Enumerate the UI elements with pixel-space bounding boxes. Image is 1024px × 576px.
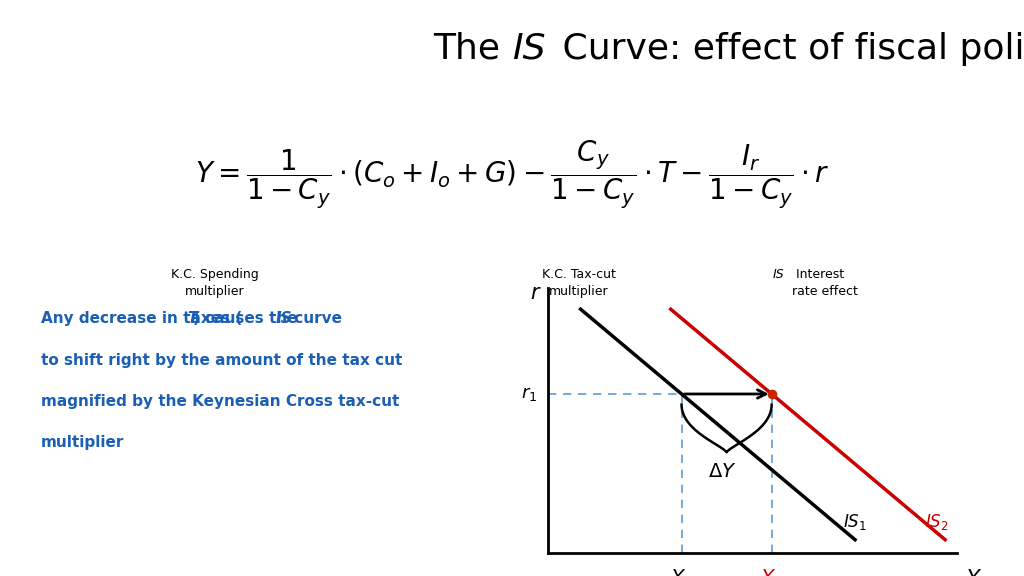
- Text: Interest
rate effect: Interest rate effect: [792, 268, 857, 298]
- Text: Curve: effect of fiscal policy: Curve: effect of fiscal policy: [551, 32, 1024, 66]
- Text: $Y = \dfrac{1}{1-C_y} \cdot (C_o + I_o + G) - \dfrac{C_y}{1-C_y} \cdot T - \dfra: $Y = \dfrac{1}{1-C_y} \cdot (C_o + I_o +…: [195, 138, 829, 210]
- Text: T: T: [187, 311, 198, 326]
- Text: $r_1$: $r_1$: [521, 385, 538, 403]
- Text: $\mathit{Y}_2$: $\mathit{Y}_2$: [761, 567, 782, 576]
- Text: $r$: $r$: [529, 283, 542, 303]
- Text: K.C. Tax-cut
multiplier: K.C. Tax-cut multiplier: [542, 268, 615, 298]
- Text: IS: IS: [773, 268, 784, 281]
- Text: $\mathit{IS}_1$: $\mathit{IS}_1$: [843, 511, 866, 532]
- Text: to shift right by the amount of the tax cut: to shift right by the amount of the tax …: [41, 353, 402, 367]
- Text: IS: IS: [512, 32, 546, 66]
- Text: multiplier: multiplier: [41, 435, 124, 450]
- Text: magnified by the Keynesian Cross tax-cut: magnified by the Keynesian Cross tax-cut: [41, 394, 399, 409]
- Text: IS: IS: [275, 311, 293, 326]
- Text: $\Delta Y$: $\Delta Y$: [709, 461, 736, 480]
- Text: $Y$: $Y$: [966, 569, 982, 576]
- Text: The: The: [433, 32, 512, 66]
- Text: $\mathit{IS}_2$: $\mathit{IS}_2$: [925, 511, 948, 532]
- Text: $\mathit{Y}_1$: $\mathit{Y}_1$: [671, 567, 692, 576]
- Text: curve: curve: [289, 311, 342, 326]
- Text: ) causes the: ) causes the: [194, 311, 303, 326]
- Text: K.C. Spending
multiplier: K.C. Spending multiplier: [171, 268, 259, 298]
- Text: Any decrease in taxes (: Any decrease in taxes (: [41, 311, 243, 326]
